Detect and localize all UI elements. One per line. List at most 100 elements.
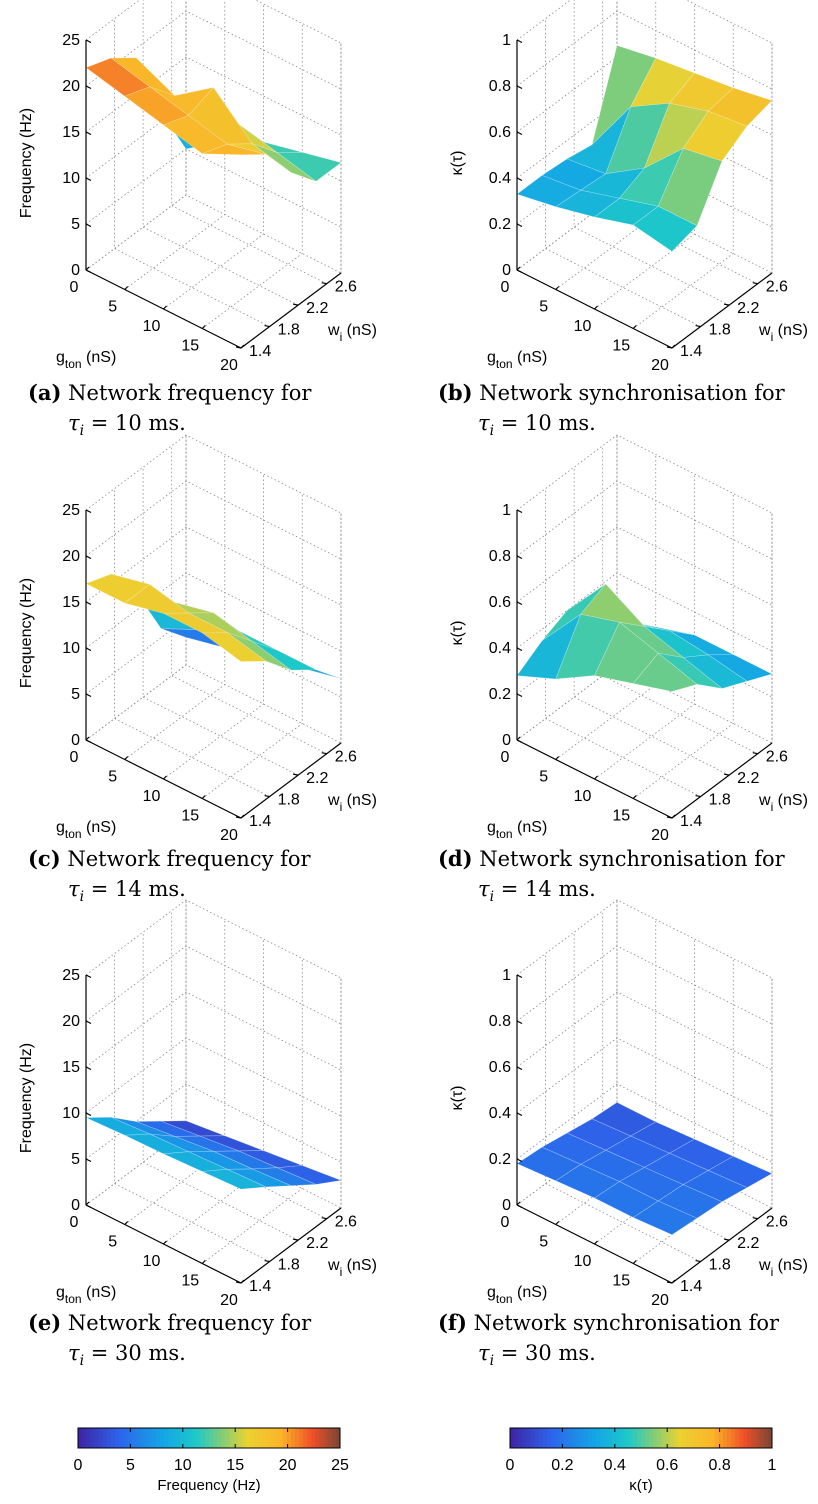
- caption-space: [467, 1311, 474, 1335]
- z-tick-label: 0.2: [489, 686, 511, 703]
- z-tick-label: 0.6: [489, 1059, 511, 1076]
- colorbar-cell: [702, 1428, 707, 1448]
- colorbar-cell: [694, 1428, 699, 1448]
- colorbar-cell: [534, 1428, 540, 1448]
- caption-space: [473, 847, 480, 871]
- colorbar-cell: [327, 1428, 333, 1448]
- z-tick-mark: [516, 1204, 523, 1209]
- grid-line-z: [85, 0, 342, 44]
- caption-sub: i: [80, 889, 84, 905]
- z-tick-mark: [516, 1020, 523, 1025]
- grid-line-x: [124, 919, 226, 1225]
- y-tick-mark: [724, 303, 730, 306]
- colorbar-cell: [661, 1428, 667, 1448]
- surface-patch: [276, 151, 342, 182]
- x-tick-label: 15: [181, 808, 199, 825]
- z-tick-label: 0.8: [489, 1013, 511, 1030]
- colorbar-cell: [118, 1428, 124, 1448]
- y-axis-label: wi (nS): [758, 792, 808, 814]
- z-tick-mark: [85, 85, 92, 90]
- z-tick-label: 20: [62, 78, 80, 95]
- x-tick-label: 20: [220, 1292, 238, 1309]
- caption-text: Network frequency for: [68, 1311, 312, 1335]
- x-axis-label-sub: ton: [65, 827, 82, 841]
- x-tick-label: 15: [181, 1273, 199, 1290]
- colorbar-cell: [567, 1428, 572, 1448]
- y-axis-label-unit: (nS): [773, 322, 808, 339]
- y-axis-label-unit: (nS): [773, 1257, 808, 1274]
- colorbar-cell: [722, 1428, 728, 1448]
- colorbar-cell: [600, 1428, 605, 1448]
- y-axis-line: [671, 1207, 773, 1284]
- caption-space: [473, 381, 480, 405]
- z-tick-mark: [85, 39, 92, 44]
- z-tick-mark: [85, 177, 92, 182]
- x-tick-mark: [516, 266, 521, 271]
- colorbar-tick-label: 0: [74, 1457, 83, 1474]
- colorbar-cell: [217, 1428, 222, 1448]
- colorbar-cell: [755, 1428, 761, 1448]
- colorbar-cell: [311, 1428, 316, 1448]
- colorbar-cell: [147, 1428, 153, 1448]
- colorbar-cell: [131, 1428, 136, 1448]
- y-tick-label: 1.8: [709, 322, 731, 339]
- caption-rest: = 14 ms.: [84, 877, 186, 901]
- grid-line-z: [516, 1037, 773, 1117]
- caption-label: (f): [438, 1310, 467, 1335]
- y-tick-mark: [235, 816, 242, 819]
- colorbar-cb1: 0 5 10 15 20 25 Frequency (Hz): [74, 1427, 349, 1494]
- y-axis-label-main: w: [327, 792, 340, 809]
- colorbar-cell: [624, 1428, 630, 1448]
- colorbar-cell: [168, 1428, 173, 1448]
- grid-line-x: [202, 958, 303, 1264]
- y-tick-label: 2.6: [766, 1214, 788, 1231]
- y-axis-label-sub: i: [771, 800, 774, 814]
- colorbar-cell: [559, 1428, 564, 1448]
- y-tick-mark: [293, 773, 299, 776]
- x-tick-mark: [85, 736, 90, 741]
- z-axis-label: κ(τ): [449, 151, 466, 176]
- x-tick-label: 10: [143, 788, 161, 805]
- y-tick-mark: [695, 794, 701, 798]
- y-axis-label: wi (nS): [327, 322, 377, 344]
- colorbar-cell: [282, 1428, 288, 1448]
- colorbar-cell: [274, 1428, 280, 1448]
- colorbar-tick-label: 1: [768, 1457, 777, 1474]
- surface-patch: [707, 1155, 773, 1188]
- colorbar-cell: [522, 1428, 527, 1448]
- caption-rest: = 10 ms.: [494, 411, 596, 435]
- z-tick-label: 10: [62, 170, 80, 187]
- caption-space: [61, 1311, 68, 1335]
- x-tick-mark: [201, 325, 206, 329]
- caption-line-2: τi = 30 ms.: [68, 1341, 186, 1369]
- y-tick-label: 1.8: [278, 792, 300, 809]
- caption-line-2: τi = 10 ms.: [478, 411, 596, 439]
- x-axis-label-unit: (nS): [513, 349, 548, 366]
- x-tick-mark: [163, 775, 167, 780]
- z-tick-mark: [85, 269, 92, 274]
- x-tick-mark: [85, 1201, 90, 1206]
- y-tick-label: 2.2: [306, 300, 328, 317]
- caption-rest: = 10 ms.: [84, 411, 186, 435]
- x-axis-label-main: g: [487, 349, 496, 366]
- colorbar-cell: [176, 1428, 181, 1448]
- x-tick-label: 0: [501, 1214, 510, 1231]
- colorbar-cell: [550, 1428, 556, 1448]
- colorbar-cell: [669, 1428, 675, 1448]
- x-tick-label: 0: [501, 749, 510, 766]
- grid-line-x: [633, 23, 734, 329]
- z-tick-label: 0.8: [489, 548, 511, 565]
- z-tick-label: 0.6: [489, 124, 511, 141]
- z-tick-label: 0: [71, 1197, 80, 1214]
- y-axis-label-sub: i: [771, 330, 774, 344]
- z-tick-mark: [85, 131, 92, 136]
- grid-line-x: [594, 474, 695, 780]
- y-tick-mark: [293, 303, 299, 306]
- caption-rest: = 30 ms.: [84, 1341, 186, 1365]
- caption-sub: i: [490, 423, 494, 439]
- grid-line-y: [114, 953, 270, 1262]
- colorbar-cell: [698, 1428, 703, 1448]
- colorbar-cell: [739, 1428, 744, 1448]
- x-axis-label: gton (nS): [56, 819, 116, 841]
- y-tick-mark: [293, 1238, 299, 1241]
